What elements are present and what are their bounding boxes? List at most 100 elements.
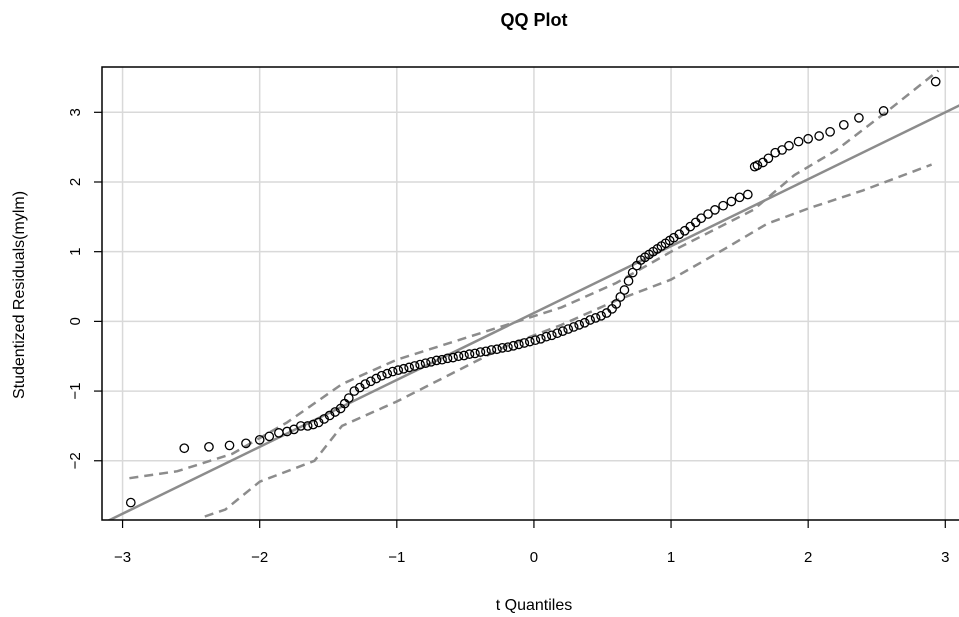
data-point: [627, 267, 638, 278]
data-point: [224, 440, 235, 451]
reference-line: [106, 104, 959, 520]
x-axis-ticks: −3 −2 −1 0 1 2 3: [114, 520, 949, 566]
data-point: [530, 335, 541, 346]
data-point: [241, 438, 251, 449]
data-point: [125, 497, 136, 508]
data-point: [448, 352, 458, 363]
data-point: [308, 419, 319, 430]
data-point: [557, 326, 568, 336]
y-tick-label: 0: [67, 317, 84, 325]
data-point: [718, 200, 729, 211]
data-point: [437, 354, 447, 365]
data-point: [274, 428, 284, 438]
data-point: [497, 343, 508, 353]
y-axis-ticks: −2 −1 0 1 2 3: [67, 108, 102, 469]
data-point: [524, 336, 535, 347]
data-point: [803, 133, 814, 144]
data-point: [409, 361, 420, 371]
data-point: [546, 330, 557, 341]
data-point: [459, 350, 469, 361]
data-point: [475, 347, 486, 357]
data-point: [426, 356, 436, 367]
data-point: [763, 153, 774, 164]
data-point: [541, 331, 552, 342]
data-point: [486, 345, 497, 355]
confidence-envelope: [129, 69, 940, 518]
y-tick-label: 1: [67, 248, 84, 256]
data-point: [623, 276, 634, 286]
x-tick-label: 3: [941, 549, 949, 566]
y-tick-label: −1: [67, 383, 84, 400]
data-point: [404, 362, 414, 373]
data-point: [563, 324, 574, 334]
reference-line-segment: [106, 104, 959, 520]
data-point: [470, 348, 480, 359]
data-point: [734, 192, 745, 203]
y-tick-label: 3: [67, 108, 84, 116]
data-point: [254, 435, 265, 445]
data-point: [615, 292, 626, 302]
data-point: [838, 119, 849, 130]
data-point: [552, 328, 563, 339]
data-point: [382, 368, 393, 379]
data-point: [371, 373, 382, 384]
data-point: [878, 106, 889, 116]
x-tick-label: 0: [530, 549, 538, 566]
x-tick-label: 1: [667, 549, 675, 566]
data-point: [825, 126, 835, 137]
y-axis-label: Studentized Residuals(mylm): [11, 191, 28, 399]
data-point: [690, 217, 701, 228]
data-point: [535, 333, 546, 344]
y-tick-label: −2: [67, 452, 84, 469]
data-point: [415, 359, 425, 370]
data-point: [590, 313, 601, 323]
data-point: [568, 322, 579, 332]
data-point: [376, 370, 387, 381]
data-point: [710, 205, 720, 215]
x-tick-label: −1: [388, 549, 405, 566]
data-point: [492, 344, 502, 355]
data-point: [503, 342, 513, 353]
data-point: [387, 366, 398, 377]
data-point: [742, 189, 753, 200]
data-point: [343, 393, 354, 403]
data-point: [777, 145, 787, 155]
chart-title: QQ Plot: [501, 10, 568, 30]
data-point: [685, 221, 696, 232]
data-point: [752, 160, 763, 171]
x-tick-label: −2: [251, 549, 268, 566]
frame-outline: [101, 66, 959, 521]
data-point: [508, 340, 519, 351]
data-point: [611, 299, 622, 309]
data-point: [854, 113, 864, 123]
data-point: [179, 443, 190, 454]
envelope-lower: [204, 163, 933, 518]
x-axis-label: t Quantiles: [496, 597, 572, 614]
data-point: [619, 285, 630, 295]
data-point: [814, 131, 824, 141]
data-point: [360, 379, 371, 389]
data-point: [464, 349, 475, 359]
data-point: [365, 376, 376, 387]
data-point: [519, 338, 530, 348]
data-point: [453, 351, 464, 362]
data-point: [696, 213, 707, 224]
data-point: [574, 320, 585, 330]
data-point: [264, 431, 275, 442]
envelope-upper: [129, 69, 940, 480]
data-point: [393, 365, 404, 376]
data-point: [302, 421, 313, 431]
data-point: [481, 346, 491, 357]
plot-frame: [101, 66, 959, 521]
data-point: [204, 441, 214, 452]
data-point: [793, 136, 804, 147]
y-tick-label: 2: [67, 178, 84, 186]
data-point: [282, 426, 292, 437]
x-tick-label: 2: [804, 549, 812, 566]
grid-lines: [102, 67, 959, 520]
data-point: [703, 209, 713, 219]
data-point: [726, 196, 737, 207]
data-point: [420, 358, 431, 369]
data-point: [784, 140, 794, 151]
